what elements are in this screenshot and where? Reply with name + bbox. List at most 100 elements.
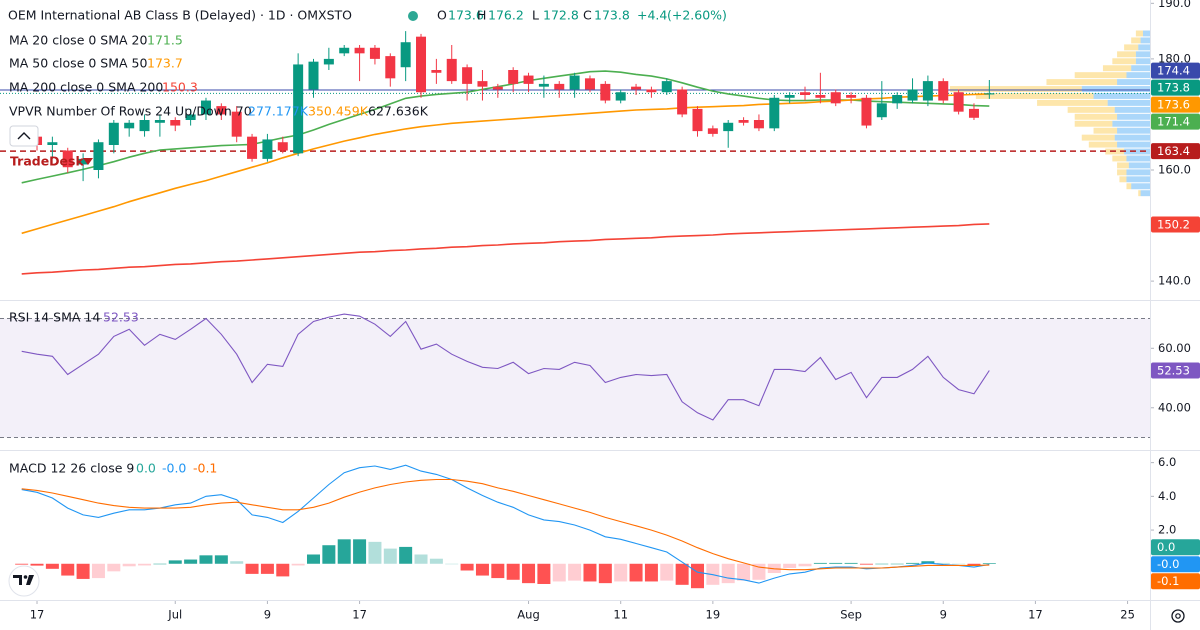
vpvr-up	[1124, 148, 1150, 155]
candle-body	[938, 81, 949, 101]
macd-histogram-bar	[660, 563, 674, 581]
price-label-bg	[1151, 362, 1200, 379]
y-tick-label: 140.0	[1158, 274, 1191, 288]
candle-body	[538, 83, 549, 87]
x-tick-label: 17	[30, 608, 45, 622]
macd-histogram-bar	[737, 563, 751, 581]
candle-body	[231, 111, 242, 137]
candle-body	[800, 92, 811, 95]
price-label: 150.2	[1157, 217, 1190, 231]
legend-label: MACD 12 26 close 9	[9, 461, 134, 476]
macd-histogram-bar	[107, 563, 121, 572]
macd-histogram-bar	[122, 563, 136, 567]
price-label: 171.4	[1157, 115, 1190, 129]
x-tick-label: 9	[264, 608, 271, 622]
candle-body	[892, 95, 903, 104]
candle-body	[907, 89, 918, 101]
macd-histogram-bar	[368, 541, 382, 564]
chart-title: OEM International AB Class B (Delayed) ·…	[8, 8, 352, 23]
ohlc-value: 176.2	[488, 8, 524, 23]
candle-body	[339, 47, 350, 54]
settings-button[interactable]	[1171, 609, 1185, 623]
market-status[interactable]	[408, 11, 418, 21]
vpvr-up	[1126, 176, 1150, 183]
candle-body	[769, 97, 780, 129]
candle-body	[753, 120, 764, 129]
vpvr-up	[1126, 155, 1150, 162]
macd-histogram-bar	[184, 559, 198, 564]
price-label: 174.4	[1157, 64, 1190, 78]
candle-body	[600, 83, 611, 101]
macd-histogram-bar	[859, 563, 873, 565]
price-label-bg	[1151, 96, 1200, 113]
price-label-bg	[1151, 143, 1200, 160]
x-tick-label: 17	[1028, 608, 1043, 622]
macd-histogram-bar	[15, 563, 29, 565]
candle-body	[262, 139, 273, 159]
legend-value: 627.636K	[368, 104, 429, 119]
legend-value: 0.0	[136, 461, 156, 476]
vpvr-down	[1138, 190, 1141, 197]
ma-line	[21, 70, 990, 184]
macd-histogram-bar	[783, 563, 797, 568]
macd-histogram-bar	[598, 563, 612, 584]
vpvr-down	[1046, 79, 1118, 86]
macd-histogram-bar	[337, 539, 351, 564]
macd-histogram-bar	[629, 563, 643, 582]
candle-body	[431, 70, 442, 73]
vpvr-down	[1074, 113, 1118, 120]
layer	[0, 2, 1154, 604]
legend-value: 171.5	[147, 33, 183, 48]
candle-body	[784, 95, 795, 98]
ohlc-key: L	[532, 8, 539, 23]
price-label: 0.0	[1157, 540, 1175, 554]
vpvr-up	[1117, 127, 1150, 134]
rsi-line	[21, 313, 990, 421]
vpvr-down	[950, 86, 1082, 92]
vpvr-down	[1074, 120, 1113, 127]
macd-histogram-bar	[306, 554, 320, 564]
macd-histogram-bar	[214, 555, 228, 564]
legend-value: -0.0	[162, 461, 186, 476]
macd-histogram-bar	[491, 563, 505, 579]
candle-body	[846, 95, 857, 98]
macd-histogram-bar	[906, 562, 920, 564]
legend-value: -0.1	[193, 461, 217, 476]
candle-body	[108, 122, 119, 145]
price-label-bg	[1151, 216, 1200, 233]
macd-histogram-bar	[844, 562, 858, 564]
y-tick-label: 2.0	[1158, 523, 1176, 537]
macd-histogram-bar	[967, 563, 981, 566]
macd-histogram-bar	[61, 563, 75, 576]
vpvr-down	[1074, 72, 1127, 79]
collapse-button[interactable]	[9, 125, 39, 147]
vpvr-down	[1067, 106, 1115, 113]
y-tick-label: 4.0	[1158, 489, 1176, 503]
macd-histogram-bar	[460, 563, 474, 571]
y-tick-label: 190.0	[1158, 0, 1191, 10]
candle-body	[308, 61, 319, 90]
macd-histogram-bar	[91, 563, 105, 579]
macd-line	[21, 478, 990, 571]
macd-histogram-bar	[76, 563, 90, 579]
vpvr-down	[1135, 30, 1143, 37]
price-label: -0.0	[1157, 557, 1179, 571]
candle-body	[692, 108, 703, 132]
vpvr-up	[1131, 183, 1150, 190]
candle-body	[677, 89, 688, 115]
change-percent: (+2.60%)	[667, 8, 727, 23]
candle-body	[369, 47, 380, 59]
x-tick-label: Aug	[517, 608, 539, 622]
legend-value: 173.7	[147, 56, 183, 71]
x-tick-label: 9	[940, 608, 947, 622]
legend-label: MA 200 close 0 SMA 200	[9, 80, 163, 95]
vpvr-down	[1117, 51, 1136, 58]
ohlc-key: C	[583, 8, 592, 23]
vpvr-up	[1117, 113, 1150, 120]
candle-body	[416, 36, 427, 93]
candle-body	[78, 158, 89, 165]
macd-histogram-bar	[552, 563, 566, 582]
vpvr-up	[1112, 120, 1150, 127]
macd-histogram-bar	[353, 539, 367, 564]
logo[interactable]	[8, 565, 40, 597]
